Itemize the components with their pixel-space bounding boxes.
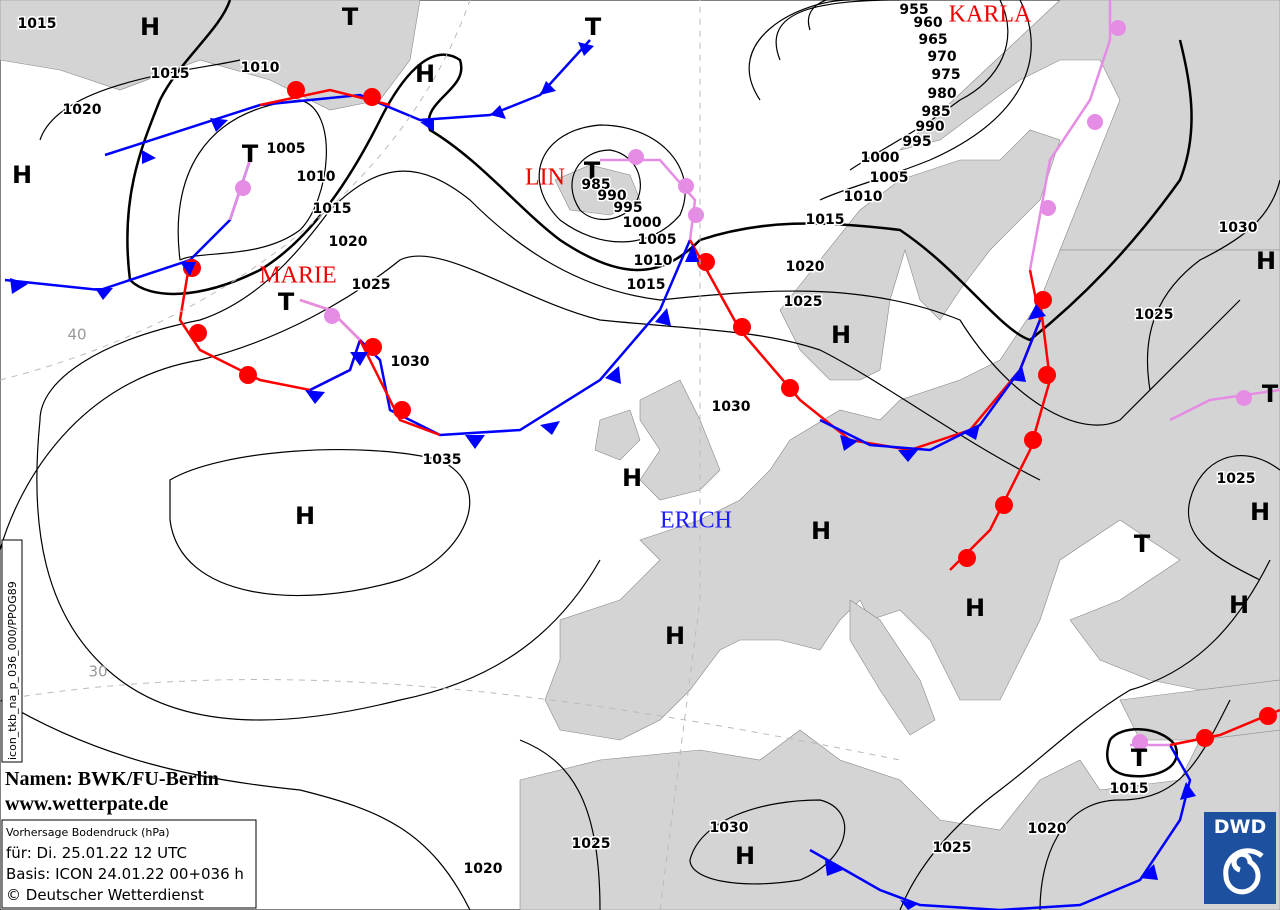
isobar-label: 1025 — [572, 836, 611, 852]
isobar-label: 1035 — [423, 452, 462, 468]
isobar-label: 1005 — [638, 232, 677, 248]
pressure-center: H — [811, 517, 831, 545]
pressure-center: T — [1134, 530, 1151, 558]
isobar-label: 990 — [915, 119, 944, 135]
isobar-label: 1030 — [1219, 220, 1258, 236]
pressure-center: H — [1229, 591, 1249, 619]
isobar-label: 990 — [597, 188, 626, 204]
isobar-label: 995 — [613, 200, 642, 216]
pressure-center: H — [622, 464, 642, 492]
isobar-label: 1000 — [861, 150, 900, 166]
isobar-label: 965 — [918, 32, 947, 48]
isobar-label: 1010 — [241, 60, 280, 76]
isobar-label: 1020 — [1028, 821, 1067, 837]
isobar-label: 1010 — [634, 253, 673, 269]
info-line: Basis: ICON 24.01.22 00+036 h — [6, 865, 244, 883]
pressure-center: T — [242, 140, 259, 168]
isobar-label: 1025 — [352, 277, 391, 293]
pressure-center: H — [12, 161, 32, 189]
info-box — [1, 819, 257, 909]
pressure-center: H — [1250, 498, 1270, 526]
pressure-center: T — [585, 13, 602, 41]
isobar-label: 1020 — [464, 861, 503, 877]
isobar-label: 1025 — [1135, 307, 1174, 323]
logo-swirl — [1223, 848, 1264, 895]
pressure-center: H — [140, 13, 160, 41]
isobar-label: 995 — [902, 134, 931, 150]
logo-text: DWD — [1214, 816, 1267, 838]
grid-label: 30 — [88, 663, 107, 681]
system-name: ERICH — [660, 508, 732, 534]
info-line: Vorhersage Bodendruck (hPa) — [6, 826, 170, 839]
isobar-label: 955 — [899, 2, 928, 18]
isobar-label: 1015 — [627, 277, 666, 293]
info-line: für: Di. 25.01.22 12 UTC — [6, 844, 187, 862]
pressure-center: T — [1262, 380, 1279, 408]
isobar-label: 1025 — [1217, 471, 1256, 487]
isobar-label: 985 — [921, 104, 950, 120]
isobar-label: 1030 — [712, 399, 751, 415]
isobar-label: 1020 — [63, 102, 102, 118]
system-name: KARLA — [949, 2, 1032, 28]
isobar-label: 970 — [927, 49, 956, 65]
isobar-label: 975 — [931, 67, 960, 83]
isobar-label: 1015 — [313, 201, 352, 217]
isobar-label: 1020 — [786, 259, 825, 275]
isobar-label: 985 — [581, 177, 610, 193]
pressure-center: T — [584, 157, 601, 185]
isobar-label: 1005 — [870, 170, 909, 186]
isobar-label: 960 — [913, 15, 942, 31]
pressure-center: H — [295, 502, 315, 530]
pressure-center: T — [1131, 744, 1148, 772]
grid-label: 40 — [67, 326, 86, 344]
system-name: LIN — [525, 165, 565, 191]
isobar-label: 1000 — [623, 215, 662, 231]
isobar-label: 1015 — [1110, 781, 1149, 797]
isobar-label: 1015 — [806, 212, 845, 228]
info-line: © Deutscher Wetterdienst — [6, 886, 204, 904]
isobar-label: 1015 — [151, 66, 190, 82]
graticule — [0, 0, 901, 910]
isobar-label: 1015 — [18, 16, 57, 32]
product-code: icon_tkb_na_p_036_000/PPOG89 — [6, 581, 19, 760]
isobar-label: 1030 — [710, 820, 749, 836]
credit: Namen: BWK/FU-Berlin — [5, 768, 219, 790]
logo-box — [1204, 812, 1276, 904]
code-box — [1, 539, 23, 763]
pressure-center: H — [1256, 247, 1276, 275]
pressure-center: H — [735, 842, 755, 870]
pressure-center: H — [965, 594, 985, 622]
pressure-center: H — [415, 60, 435, 88]
map-labels: 1015 H T 1015 1010 H T 1020 H T 1005 1010 1015 1020 10… — [12, 1, 1279, 879]
isobar-label: 1005 — [267, 141, 306, 157]
isobar-label: 1010 — [297, 169, 336, 185]
isobar-label: 1025 — [933, 840, 972, 856]
isobar-label: 1010 — [844, 189, 883, 205]
credit: www.wetterpate.de — [5, 793, 168, 815]
isobar-label: 1025 — [784, 294, 823, 310]
system-name: MARIE — [259, 263, 336, 289]
pressure-center: H — [831, 321, 851, 349]
isobar-label: 1030 — [391, 354, 430, 370]
pressure-center: H — [665, 622, 685, 650]
isobar-label: 1020 — [329, 234, 368, 250]
fronts — [4, 0, 1280, 910]
isobar-label: 980 — [927, 86, 956, 102]
pressure-center: T — [342, 3, 359, 31]
pressure-center: T — [278, 288, 295, 316]
